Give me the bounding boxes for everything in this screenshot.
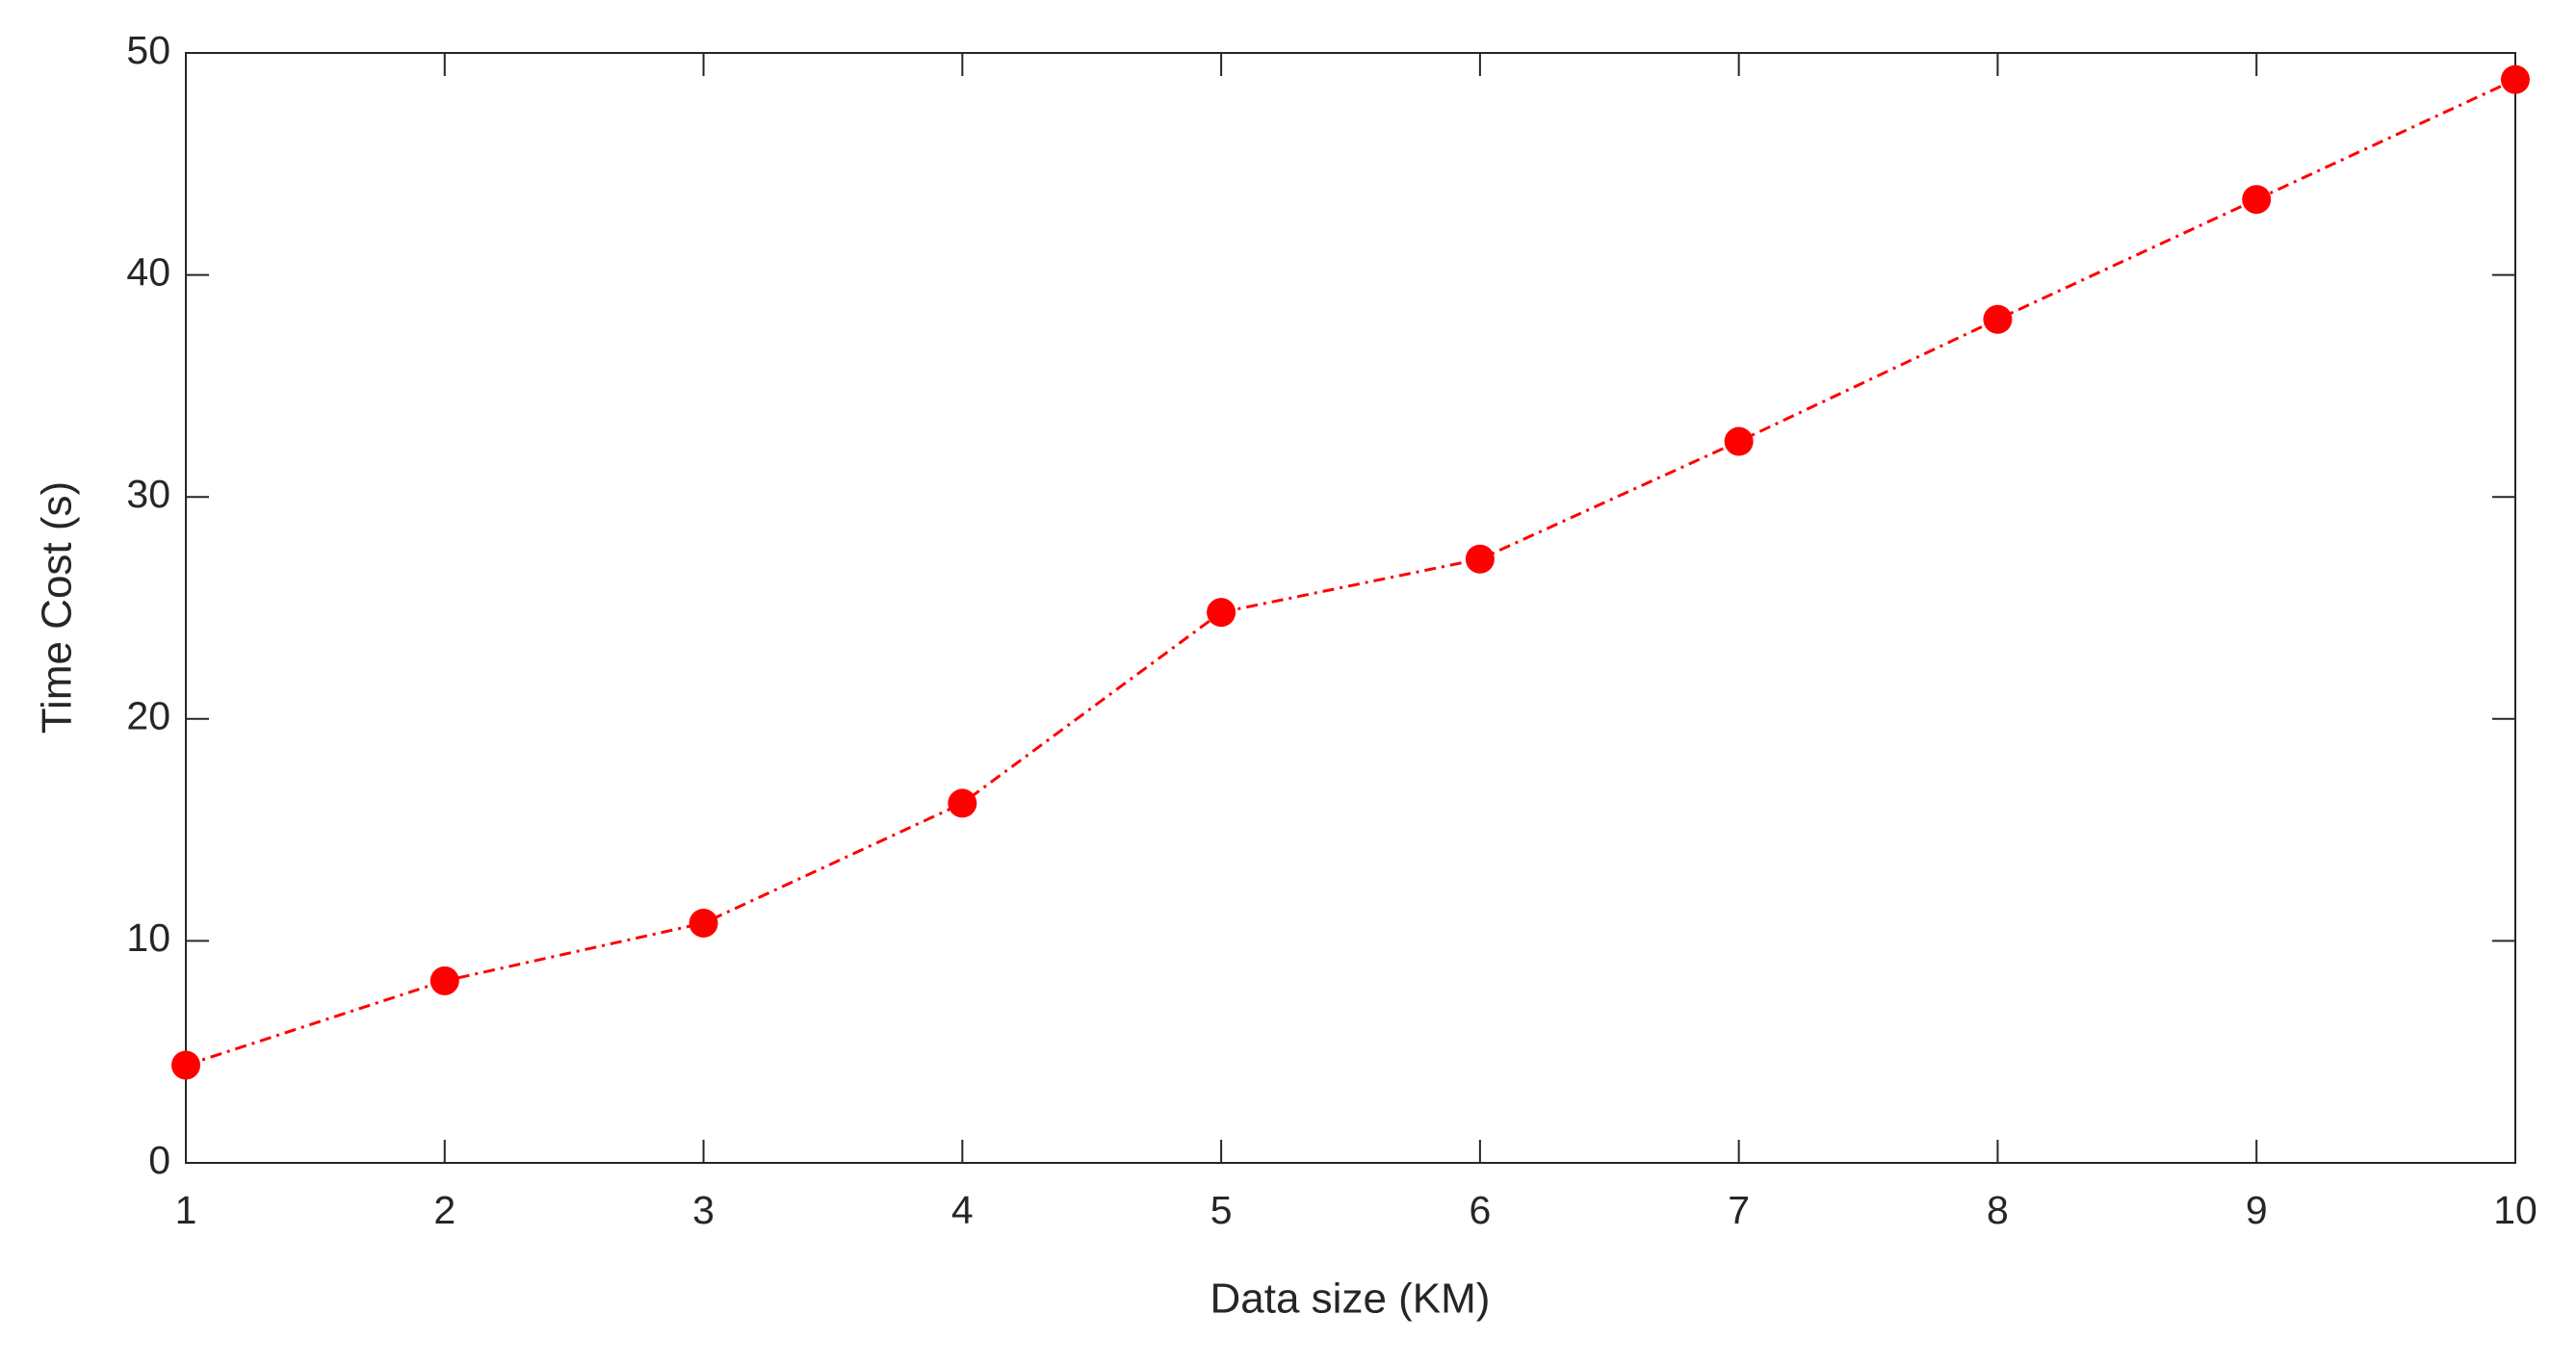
data-point bbox=[2242, 185, 2272, 215]
data-point bbox=[1465, 544, 1495, 574]
x-tick-label: 3 bbox=[692, 1188, 715, 1232]
x-tick-label: 8 bbox=[1987, 1188, 2009, 1232]
data-point bbox=[429, 966, 459, 995]
y-tick-label: 10 bbox=[126, 915, 170, 960]
data-point bbox=[171, 1050, 200, 1080]
x-tick-label: 9 bbox=[2246, 1188, 2268, 1232]
x-tick-label: 5 bbox=[1210, 1188, 1233, 1232]
x-tick-label: 1 bbox=[175, 1188, 197, 1232]
data-point bbox=[1983, 304, 2013, 334]
x-tick-label: 6 bbox=[1469, 1188, 1491, 1232]
x-axis-label: Data size (KM) bbox=[1210, 1276, 1491, 1323]
x-tick-label: 4 bbox=[951, 1188, 974, 1232]
data-point bbox=[1724, 426, 1754, 456]
data-point bbox=[948, 788, 977, 818]
x-tick-label: 10 bbox=[2493, 1188, 2537, 1232]
y-tick-label: 40 bbox=[126, 249, 170, 294]
y-tick-label: 20 bbox=[126, 694, 170, 738]
x-tick-label: 2 bbox=[433, 1188, 455, 1232]
x-tick-label: 7 bbox=[1728, 1188, 1750, 1232]
data-line bbox=[185, 78, 2516, 1067]
data-point bbox=[689, 908, 718, 938]
plot-area bbox=[185, 52, 2516, 1164]
y-axis-label: Time Cost (s) bbox=[34, 481, 81, 734]
data-point bbox=[2501, 64, 2530, 94]
y-tick-label: 0 bbox=[148, 1138, 170, 1182]
y-tick-label: 30 bbox=[126, 472, 170, 516]
y-tick-label: 50 bbox=[126, 28, 170, 72]
data-point bbox=[1207, 598, 1236, 628]
